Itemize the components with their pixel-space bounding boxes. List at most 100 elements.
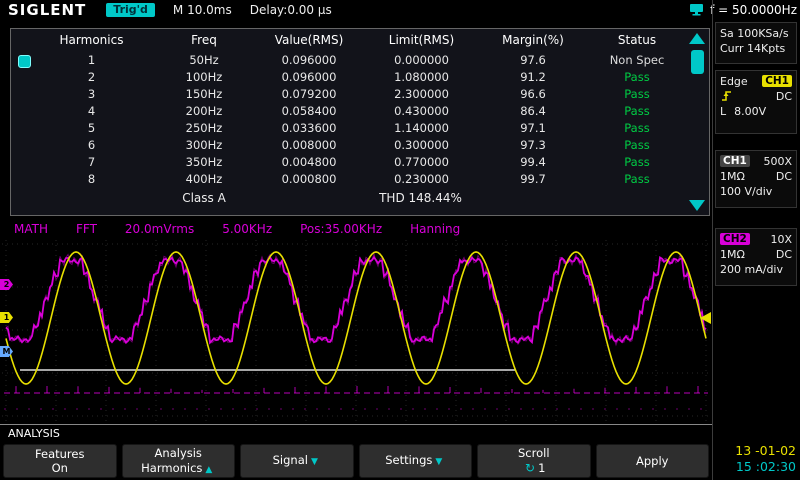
sample-rate: Sa 100KSa/s <box>720 26 789 40</box>
time-readout: 15 :02:30 <box>735 459 796 475</box>
math-status-bar: MATH FFT 20.0mVrms 5.00KHz Pos:35.00KHz Hanni… <box>14 221 460 236</box>
table-cell: 3 <box>87 86 96 101</box>
menu-button-label: Apply <box>636 453 669 468</box>
menu-button-label: Signal <box>272 453 308 468</box>
table-row[interactable]: 5 250Hz 0.033600 1.140000 97.1 Pass <box>11 119 709 136</box>
delay-readout: Delay:0.00 µs <box>249 2 332 17</box>
table-cell: 2.300000 <box>394 86 449 101</box>
menu-button-features[interactable]: Features On <box>3 444 117 478</box>
table-cell: Pass <box>624 120 650 135</box>
down-arrow-icon: ▼ <box>435 457 443 468</box>
table-cell: Pass <box>624 154 650 169</box>
scroll-thumb[interactable] <box>690 50 704 74</box>
table-scrollbar[interactable] <box>688 33 706 211</box>
table-row[interactable]: 7 350Hz 0.004800 0.770000 99.4 Pass <box>11 153 709 170</box>
table-row[interactable]: 8 400Hz 0.000800 0.230000 99.7 Pass <box>11 170 709 187</box>
class-label: Class A <box>182 190 226 205</box>
menu-row: Features On Analysis Harmonics ▲ Signal ▼ Setti… <box>0 442 712 480</box>
trigger-coupling: DC <box>775 89 792 103</box>
table-row[interactable]: 6 300Hz 0.008000 0.300000 97.3 Pass <box>11 136 709 153</box>
analysis-title: ANALYSIS <box>8 426 60 440</box>
math-status-item: Hanning <box>410 221 461 236</box>
menu-button-signal[interactable]: Signal ▼ <box>240 444 354 478</box>
menu-button-label: Analysis <box>154 446 202 461</box>
trigger-level-label: L <box>720 104 727 118</box>
col-header: Status <box>617 33 657 47</box>
waveform-area: 2 1 M <box>0 238 712 424</box>
table-cell: 97.6 <box>520 52 546 67</box>
table-row[interactable]: 1 50Hz 0.096000 0.000000 97.6 Non Spec <box>11 51 709 68</box>
memory-depth: Curr 14Kpts <box>720 41 786 55</box>
ch2-impedance: 1MΩ <box>720 247 745 261</box>
brand-logo: SIGLENT <box>8 0 87 19</box>
table-cell: 2 <box>87 69 96 84</box>
menu-button-label: Harmonics <box>141 460 203 475</box>
col-header: Freq <box>191 33 217 47</box>
table-cell: 99.7 <box>520 171 546 186</box>
menu-button-label: 1 <box>538 460 546 475</box>
menu-button-scroll[interactable]: Scroll ↻ 1 <box>477 444 591 478</box>
table-cell: Pass <box>624 86 650 101</box>
date-readout: 13 -01-02 <box>735 443 796 458</box>
datetime-readout: 13 -01-02 15 :02:30 <box>735 443 796 476</box>
table-header-row: Harmonics Freq Value(RMS) Limit(RMS) Mar… <box>11 29 709 51</box>
channel2-info-panel: CH2 10X 1MΩ DC 200 mA/div <box>715 228 797 286</box>
menu-button-settings[interactable]: Settings ▼ <box>358 444 472 478</box>
table-cell: 91.2 <box>520 69 546 84</box>
scroll-up-icon[interactable] <box>689 33 705 44</box>
menu-button-apply[interactable]: Apply <box>595 444 709 478</box>
table-row[interactable]: 3 150Hz 0.079200 2.300000 96.6 Pass <box>11 85 709 102</box>
scroll-down-icon[interactable] <box>689 200 705 211</box>
table-cell: 0.033600 <box>281 120 337 135</box>
rising-edge-icon <box>722 91 731 101</box>
top-status-bar: SIGLENT Trig'd M 10.0ms Delay:0.00 µs f … <box>0 0 800 19</box>
table-cell: 96.6 <box>520 86 546 101</box>
ch1-impedance: 1MΩ <box>720 169 745 183</box>
harmonics-table: Harmonics Freq Value(RMS) Limit(RMS) Mar… <box>10 28 710 216</box>
channel-marker-M[interactable]: M <box>0 346 13 357</box>
table-cell: Pass <box>624 103 650 118</box>
channel-marker-1[interactable]: 1 <box>0 312 13 323</box>
table-cell: 250Hz <box>185 120 223 135</box>
trigger-status-badge: Trig'd <box>106 2 155 17</box>
menu-button-analysis[interactable]: Analysis Harmonics ▲ <box>121 444 235 478</box>
table-cell: 0.096000 <box>281 69 337 84</box>
table-row[interactable]: 2 100Hz 0.096000 1.080000 91.2 Pass <box>11 68 709 85</box>
menu-button-label: On <box>51 461 68 475</box>
table-cell: Non Spec <box>609 52 665 67</box>
trigger-info-panel: Edge CH1 DC L 8.00V <box>715 70 797 134</box>
table-cell: 150Hz <box>185 86 223 101</box>
math-status-item: Pos:35.00KHz <box>300 221 383 236</box>
table-cell: 350Hz <box>185 154 223 169</box>
table-cell: 0.000000 <box>394 52 449 67</box>
channel-marker-2[interactable]: 2 <box>0 279 13 290</box>
math-status-item: MATH <box>14 221 48 236</box>
trigger-level-marker[interactable] <box>700 312 711 324</box>
table-cell: 4 <box>87 103 96 118</box>
col-header: Limit(RMS) <box>388 33 455 47</box>
table-cell: 99.4 <box>520 154 546 169</box>
row-select-indicator <box>18 55 31 68</box>
ch2-coupling: DC <box>775 247 792 261</box>
harmonics-table-rows: 1 50Hz 0.096000 0.000000 97.6 Non Spec 2 100Hz 0… <box>11 51 709 187</box>
table-row[interactable]: 4 200Hz 0.058400 0.430000 86.4 Pass <box>11 102 709 119</box>
ch1-badge: CH1 <box>720 155 750 167</box>
table-cell: 1.080000 <box>394 69 449 84</box>
menu-button-label: Scroll <box>517 446 550 461</box>
table-cell: 97.1 <box>520 120 546 135</box>
analysis-section-label: ANALYSIS <box>0 424 712 441</box>
trigger-source-badge: CH1 <box>762 75 792 87</box>
table-cell: 0.770000 <box>394 154 449 169</box>
channel1-info-panel: CH1 500X 1MΩ DC 100 V/div <box>715 150 797 208</box>
table-cell: Pass <box>624 69 650 84</box>
math-status-item: 20.0mVrms <box>124 221 195 236</box>
table-cell: 5 <box>87 120 96 135</box>
thd-readout: THD 148.44% <box>379 190 462 205</box>
table-cell: 0.008000 <box>281 137 337 152</box>
table-cell: Pass <box>624 137 650 152</box>
ch2-attenuation: 10X <box>770 232 792 246</box>
col-header: Margin(%) <box>502 33 564 47</box>
table-cell: 50Hz <box>189 52 219 67</box>
table-cell: 200Hz <box>185 103 223 118</box>
table-cell: 0.058400 <box>281 103 337 118</box>
